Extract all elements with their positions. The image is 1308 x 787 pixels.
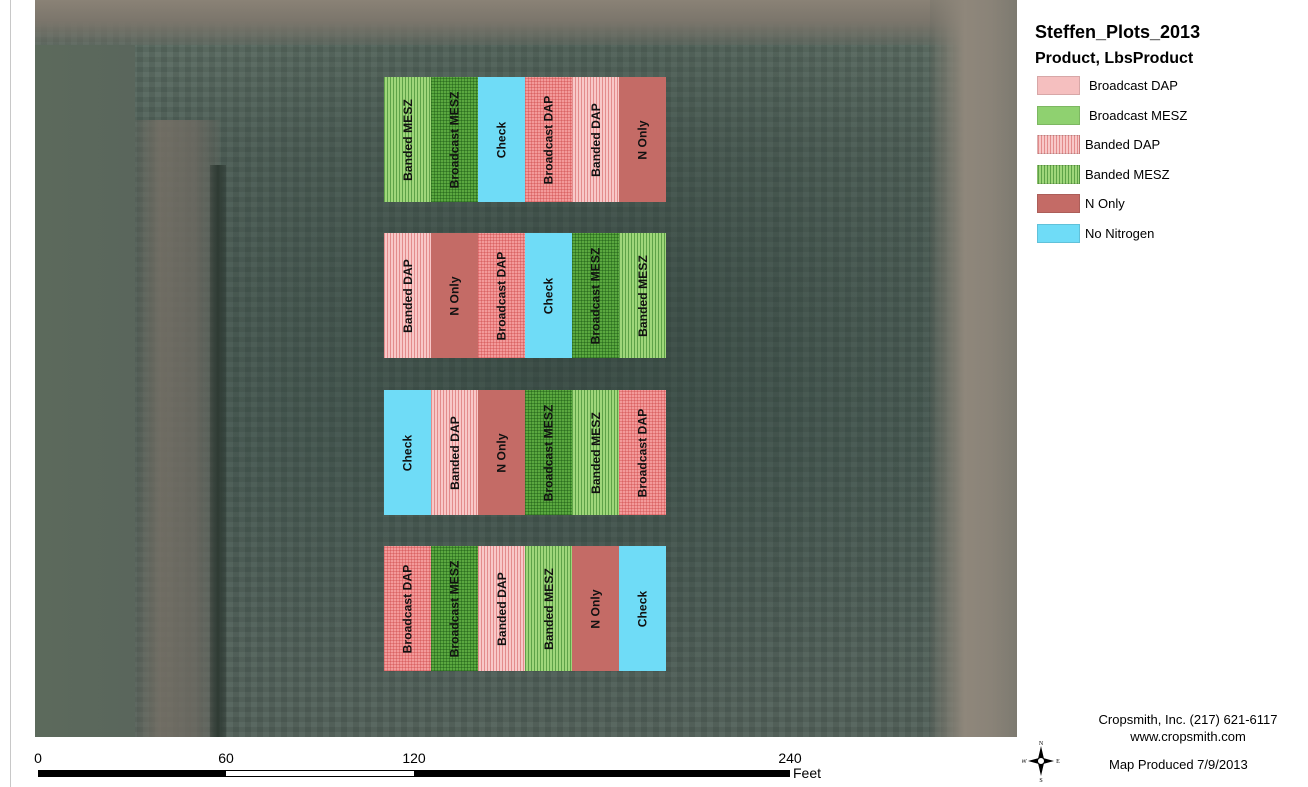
scale-bar: 0 60 120 240 Feet xyxy=(0,745,840,787)
plot-cell[interactable]: Banded MESZ xyxy=(525,546,572,671)
legend-swatch xyxy=(1037,135,1080,154)
compass-w: W xyxy=(1022,759,1027,765)
plot-label: Check xyxy=(494,121,509,158)
scale-label-120: 120 xyxy=(402,750,426,766)
ditch-line xyxy=(210,165,226,737)
plot-label: Broadcast DAP xyxy=(635,408,650,497)
plot-cell[interactable]: Broadcast DAP xyxy=(384,546,431,671)
plot-cell[interactable]: Banded MESZ xyxy=(572,390,619,515)
compass-n: N xyxy=(1039,741,1044,747)
legend-label: Broadcast MESZ xyxy=(1089,107,1188,123)
plot-cell[interactable]: Broadcast DAP xyxy=(478,233,525,358)
legend-label: Banded MESZ xyxy=(1085,166,1170,182)
plot-label: Banded MESZ xyxy=(541,567,556,650)
scale-bar-graphic xyxy=(38,770,790,777)
plot-cell[interactable]: Banded MESZ xyxy=(619,233,666,358)
plot-label: Broadcast DAP xyxy=(400,564,415,653)
scale-label-60: 60 xyxy=(218,750,234,766)
plot-label: Banded DAP xyxy=(447,415,462,490)
company-credit: Cropsmith, Inc. (217) 621-6117 xyxy=(1098,712,1278,727)
plot-label: Check xyxy=(541,277,556,314)
plot-cell[interactable]: N Only xyxy=(431,233,478,358)
legend-swatch xyxy=(1037,105,1080,125)
plot-label: N Only xyxy=(494,432,509,473)
plot-cell[interactable]: Broadcast DAP xyxy=(525,77,572,202)
plot-label: Banded MESZ xyxy=(588,411,603,494)
legend-swatch xyxy=(1037,164,1080,184)
plot-cell[interactable]: N Only xyxy=(572,546,619,671)
plot-label: Broadcast MESZ xyxy=(588,247,603,344)
compass-s: S xyxy=(1039,778,1042,782)
field-edge xyxy=(35,45,135,737)
plot-cell[interactable]: Broadcast MESZ xyxy=(572,233,619,358)
map-title: Steffen_Plots_2013 xyxy=(1035,22,1201,42)
legend-label: N Only xyxy=(1085,196,1125,211)
legend-label: Broadcast DAP xyxy=(1089,78,1178,93)
plot-label: Banded DAP xyxy=(400,258,415,333)
plot-label: Check xyxy=(635,590,650,627)
plot-label: Broadcast MESZ xyxy=(447,91,462,188)
plot-cell[interactable]: Check xyxy=(478,77,525,202)
plot-cell[interactable]: N Only xyxy=(619,77,666,202)
plot-cell[interactable]: Broadcast MESZ xyxy=(431,546,478,671)
legend-label: Banded DAP xyxy=(1085,137,1161,152)
compass-e: E xyxy=(1056,759,1060,765)
road-right xyxy=(930,0,1017,737)
legend-subtitle: Product, LbsProduct xyxy=(1035,50,1194,67)
scale-label-0: 0 xyxy=(34,750,42,766)
plot-cell[interactable]: Check xyxy=(619,546,666,671)
plot-label: Banded DAP xyxy=(588,102,603,177)
legend-item-broadcast-dap: Broadcast DAP xyxy=(1035,74,1305,104)
plot-cell[interactable]: Broadcast DAP xyxy=(619,390,666,515)
plot-label: Check xyxy=(400,434,415,471)
credits: Cropsmith, Inc. (217) 621-6117 www.crops… xyxy=(1068,712,1308,744)
plot-label: Banded MESZ xyxy=(635,254,650,337)
plot-label: Broadcast DAP xyxy=(541,95,556,184)
plot-label: N Only xyxy=(447,275,462,316)
plot-cell[interactable]: Banded DAP xyxy=(478,546,525,671)
plot-cell[interactable]: Banded DAP xyxy=(431,390,478,515)
legend-label: No Nitrogen xyxy=(1085,225,1155,241)
legend: Steffen_Plots_2013 Product, LbsProduct B… xyxy=(1035,22,1305,251)
aerial-map[interactable]: Banded MESZ Broadcast MESZ Check Broadcast … xyxy=(35,0,1017,737)
scale-unit: Feet xyxy=(793,765,822,781)
legend-item-banded-dap: Banded DAP xyxy=(1035,133,1305,163)
plot-cell[interactable]: Banded MESZ xyxy=(384,77,431,202)
legend-item-n-only: N Only xyxy=(1035,192,1305,222)
plot-cell[interactable]: Banded DAP xyxy=(572,77,619,202)
road-left xyxy=(135,120,220,737)
scale-segment xyxy=(414,771,790,776)
plot-cell[interactable]: Banded DAP xyxy=(384,233,431,358)
plot-label: N Only xyxy=(588,588,603,629)
legend-swatch xyxy=(1037,194,1080,213)
plot-label: N Only xyxy=(635,119,650,160)
frame-border xyxy=(10,0,11,787)
plot-cell[interactable]: Broadcast MESZ xyxy=(525,390,572,515)
plot-cell[interactable]: Broadcast MESZ xyxy=(431,77,478,202)
legend-item-broadcast-mesz: Broadcast MESZ xyxy=(1035,104,1305,134)
plot-cell[interactable]: Check xyxy=(525,233,572,358)
plot-label: Banded DAP xyxy=(494,571,509,646)
legend-swatch xyxy=(1037,76,1080,95)
scale-segment xyxy=(39,771,226,776)
website-link[interactable]: www.cropsmith.com xyxy=(1130,729,1246,744)
plot-label: Broadcast MESZ xyxy=(447,560,462,657)
legend-item-no-nitrogen: No Nitrogen xyxy=(1035,222,1305,252)
plot-label: Banded MESZ xyxy=(400,98,415,181)
scale-label-240: 240 xyxy=(778,750,802,766)
plot-cell[interactable]: N Only xyxy=(478,390,525,515)
legend-swatch xyxy=(1037,223,1080,243)
plot-label: Broadcast MESZ xyxy=(541,404,556,501)
legend-item-banded-mesz: Banded MESZ xyxy=(1035,163,1305,193)
map-date: Map Produced 7/9/2013 xyxy=(1109,757,1248,772)
plot-label: Broadcast DAP xyxy=(494,251,509,340)
road-top xyxy=(35,0,1017,45)
plot-cell[interactable]: Check xyxy=(384,390,431,515)
compass-rose-icon: N S W E xyxy=(1022,741,1060,782)
